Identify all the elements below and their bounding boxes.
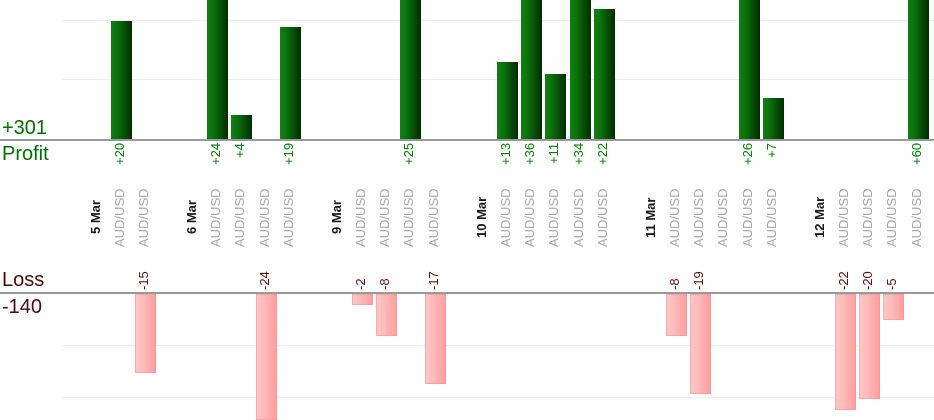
profit-value-label: +13 bbox=[498, 143, 514, 166]
date-label: 6 Mar bbox=[184, 200, 200, 235]
loss-value-label: -19 bbox=[691, 271, 707, 290]
loss-gridline bbox=[62, 397, 934, 399]
profit-bar bbox=[279, 26, 301, 139]
profit-bar bbox=[231, 115, 253, 139]
date-label: 5 Mar bbox=[87, 200, 103, 235]
profit-value-label: +4 bbox=[232, 143, 248, 158]
profit-bar bbox=[762, 97, 784, 139]
profit-value-label: +7 bbox=[763, 143, 779, 158]
profit-value-label: +25 bbox=[401, 143, 417, 166]
loss-value-label: -24 bbox=[256, 271, 272, 290]
profit-value-label: +22 bbox=[594, 143, 610, 166]
profit-bar bbox=[497, 62, 519, 139]
loss-bar bbox=[255, 294, 277, 420]
profit-value-label: +60 bbox=[908, 143, 924, 166]
loss-value-label: -17 bbox=[425, 271, 441, 290]
date-label: 10 Mar bbox=[473, 196, 489, 239]
profit-value-label: +24 bbox=[208, 143, 224, 166]
profit-value-label: +36 bbox=[522, 143, 538, 166]
loss-value-label: -20 bbox=[860, 271, 876, 290]
loss-bar bbox=[376, 294, 398, 337]
profit-bar bbox=[521, 0, 543, 139]
loss-value-label: -8 bbox=[377, 278, 393, 290]
profit-bar bbox=[738, 0, 760, 139]
loss-bar bbox=[666, 294, 688, 337]
loss-bar bbox=[134, 294, 156, 374]
profit-value-label: +34 bbox=[570, 143, 586, 166]
profit-bar bbox=[545, 74, 567, 139]
profit-gridline bbox=[62, 20, 934, 21]
profit-bar bbox=[907, 0, 929, 139]
date-label: 11 Mar bbox=[642, 197, 658, 238]
loss-value-label: -22 bbox=[836, 271, 852, 290]
profit-value-label: +11 bbox=[546, 143, 562, 165]
date-label: 12 Mar bbox=[812, 196, 827, 239]
loss-value-label: -5 bbox=[884, 278, 900, 290]
profit-axis-line bbox=[0, 139, 934, 141]
profit-bar bbox=[593, 9, 615, 139]
loss-bar bbox=[883, 294, 905, 321]
loss-axis-label: Loss bbox=[2, 269, 45, 291]
profit-value-label: +20 bbox=[111, 143, 127, 166]
profit-bar bbox=[569, 0, 591, 139]
loss-bar bbox=[424, 294, 446, 384]
profit-value-label: +26 bbox=[739, 143, 755, 166]
loss-bar bbox=[835, 294, 857, 410]
profit-axis-label: Profit bbox=[2, 143, 49, 165]
loss-bar bbox=[690, 294, 712, 395]
loss-axis-line bbox=[0, 292, 934, 294]
loss-value-label: -15 bbox=[135, 271, 151, 290]
profit-bar bbox=[110, 21, 132, 139]
loss-value-label: -8 bbox=[667, 278, 683, 290]
loss-value-label: -2 bbox=[353, 278, 369, 290]
profit-bar bbox=[400, 0, 422, 139]
loss-bar bbox=[352, 294, 374, 305]
profit-total: +301 bbox=[2, 117, 48, 139]
loss-gridline bbox=[62, 344, 934, 346]
profit-value-label: +19 bbox=[280, 143, 296, 166]
loss-bar bbox=[859, 294, 881, 400]
loss-total: -140 bbox=[2, 296, 43, 318]
instrument-label: AUD/USD bbox=[715, 188, 731, 247]
profit-bar bbox=[207, 0, 229, 139]
date-label: 9 Mar bbox=[329, 200, 344, 235]
